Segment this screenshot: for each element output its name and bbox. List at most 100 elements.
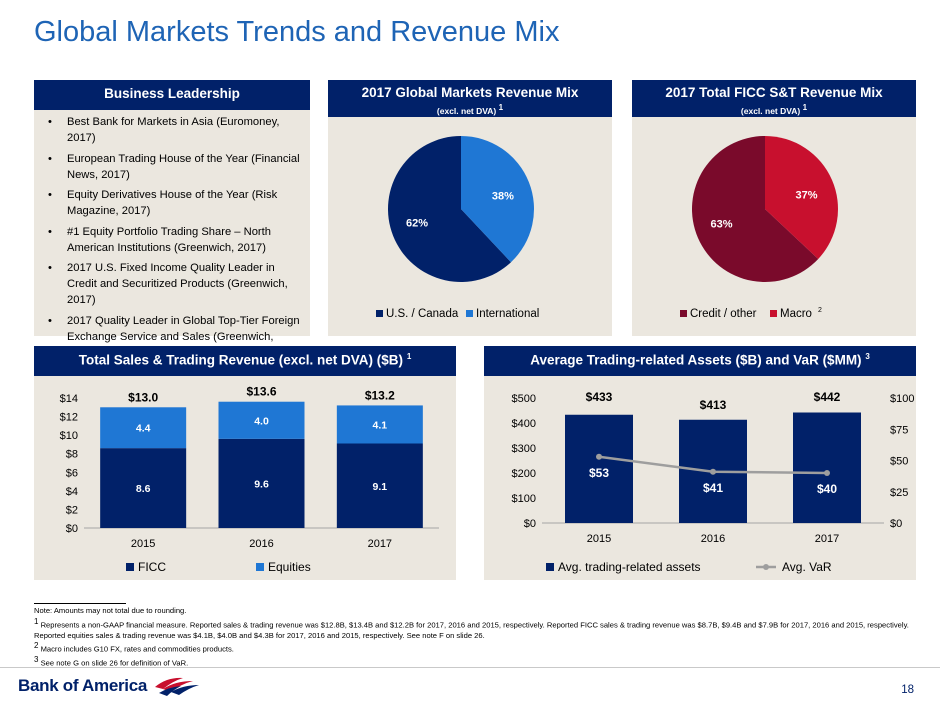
y-tick-label: $500 [512, 393, 536, 405]
footer-divider [0, 667, 940, 668]
bar-total-label: $13.2 [365, 388, 395, 402]
revenue-mix-pie-chart: 62% 38% U.S. / Canada International [376, 136, 539, 320]
leadership-item: Best Bank for Markets in Asia (Euromoney… [47, 114, 302, 146]
var-point [596, 453, 602, 460]
var-value-label: $40 [817, 482, 837, 496]
page-number: 18 [901, 684, 914, 696]
legend-label: Credit / other [690, 308, 757, 320]
bar-value-label: $413 [700, 398, 727, 412]
bank-of-america-logo[interactable]: Bank of America [18, 675, 201, 697]
legend-swatch [770, 310, 777, 317]
y-tick-label: $6 [66, 467, 78, 479]
bar-value-label: 9.6 [254, 478, 269, 490]
leadership-item: European Trading House of the Year (Fina… [47, 151, 302, 183]
footnote-2: 2 Macro includes G10 FX, rates and commo… [34, 641, 234, 654]
pie-value-label: 63% [710, 218, 732, 230]
leadership-item: Equity Derivatives House of the Year (Ri… [47, 187, 302, 219]
pie-value-label: 37% [795, 190, 817, 202]
footnote-rule [34, 603, 126, 604]
bar-segment [100, 407, 187, 449]
business-leadership-header: Business Leadership [34, 80, 310, 110]
y-tick-label: $14 [60, 393, 78, 405]
revenue-mix-subtitle: (excl. net DVA) 1 [436, 103, 504, 116]
trading-assets-header: Average Trading-related Assets ($B) and … [484, 346, 916, 376]
pie-slice [765, 136, 838, 259]
y-tick-label: $4 [66, 486, 78, 498]
bar-segment [218, 438, 305, 528]
page-title: Global Markets Trends and Revenue Mix [34, 16, 560, 48]
y2-tick-label: $100 [890, 393, 914, 405]
ficc-mix-subtitle: (excl. net DVA) 1 [740, 103, 808, 116]
var-point [710, 468, 716, 475]
leadership-item: 2017 U.S. Fixed Income Quality Leader in… [47, 260, 302, 308]
bar [565, 414, 633, 523]
footnotes: Note: Amounts may not total due to round… [34, 603, 914, 670]
x-tick-label: 2016 [249, 538, 273, 550]
legend-label: U.S. / Canada [386, 308, 459, 320]
y2-tick-label: $0 [890, 518, 902, 530]
var-value-label: $53 [589, 466, 609, 480]
bar-total-label: $13.6 [246, 385, 276, 399]
pie-value-label: 62% [406, 217, 428, 229]
bar-value-label: 4.1 [373, 419, 388, 431]
business-leadership-panel: Business Leadership Best Bank for Market… [34, 80, 310, 395]
st-revenue-bar-chart: $0 $2 $4 $6 $8 $10 $12 $14 8.6 4.4 $13.0 2015 9.6 4.0… [60, 385, 439, 574]
bar-total-label: $13.0 [128, 390, 158, 404]
bar-value-label: $442 [814, 390, 841, 404]
revenue-mix-title: 2017 Global Markets Revenue Mix [361, 85, 579, 100]
pie-slice [387, 136, 511, 282]
y-tick-label: $8 [66, 449, 78, 461]
pie-slice [692, 136, 819, 282]
logo-wordmark: Bank of America [18, 676, 148, 695]
revenue-mix-header: 2017 Global Markets Revenue Mix (excl. n… [328, 80, 612, 117]
note-lead: Note: Amounts may not total due to round… [34, 606, 187, 615]
bar-segment [336, 443, 423, 528]
x-tick-label: 2017 [815, 533, 839, 545]
y-tick-label: $0 [66, 523, 78, 535]
legend-swatch [680, 310, 687, 317]
y-tick-label: $2 [66, 504, 78, 516]
y-tick-label: $100 [512, 493, 536, 505]
leadership-item: #1 Equity Portfolio Trading Share – Nort… [47, 224, 302, 256]
st-revenue-panel: Total Sales & Trading Revenue (excl. net… [34, 346, 456, 580]
st-revenue-header: Total Sales & Trading Revenue (excl. net… [34, 346, 456, 376]
legend-label: Macro [780, 308, 812, 320]
legend-label: Avg. trading-related assets [558, 560, 701, 574]
bar-value-label: 9.1 [373, 481, 388, 493]
y-tick-label: $300 [512, 443, 536, 455]
legend-swatch [546, 563, 554, 571]
bar [793, 412, 861, 523]
legend-label: FICC [138, 560, 166, 574]
y2-tick-label: $50 [890, 456, 908, 468]
footnote-1: 1 Represents a non-GAAP financial measur… [34, 616, 909, 640]
x-tick-label: 2015 [131, 538, 155, 550]
x-tick-label: 2017 [368, 538, 392, 550]
bar-segment [100, 448, 187, 528]
footnote-3: 3 See note G on slide 26 for definition … [34, 655, 189, 668]
trading-assets-combo-chart: $0 $100 $200 $300 $400 $500 $0 $25 $50 $75 $100 $43… [512, 390, 915, 574]
pie-value-label: 38% [492, 191, 514, 203]
bar-segment [336, 405, 423, 444]
legend-swatch [256, 563, 264, 571]
ficc-mix-pie-chart: 63% 37% Credit / other Macro 2 [680, 136, 838, 320]
y2-tick-label: $75 [890, 424, 908, 436]
legend-marker [763, 564, 769, 570]
legend-swatch [126, 563, 134, 571]
var-value-label: $41 [703, 481, 723, 495]
bar-segment [218, 401, 305, 439]
pie-slice [461, 136, 534, 263]
y-tick-label: $12 [60, 412, 78, 424]
legend-label: Avg. VaR [782, 560, 832, 574]
x-tick-label: 2015 [587, 533, 611, 545]
legend-footnote-mark: 2 [818, 307, 822, 314]
bar-value-label: 8.6 [136, 483, 151, 495]
revenue-mix-panel: 2017 Global Markets Revenue Mix (excl. n… [328, 80, 612, 336]
trading-assets-panel: Average Trading-related Assets ($B) and … [484, 346, 916, 580]
legend-label: Equities [268, 560, 311, 574]
y2-tick-label: $25 [890, 487, 908, 499]
legend-swatch [466, 310, 473, 317]
flag-icon [155, 677, 200, 696]
var-point [824, 470, 830, 476]
ficc-mix-title: 2017 Total FICC S&T Revenue Mix [665, 85, 883, 100]
y-tick-label: $400 [512, 418, 536, 430]
